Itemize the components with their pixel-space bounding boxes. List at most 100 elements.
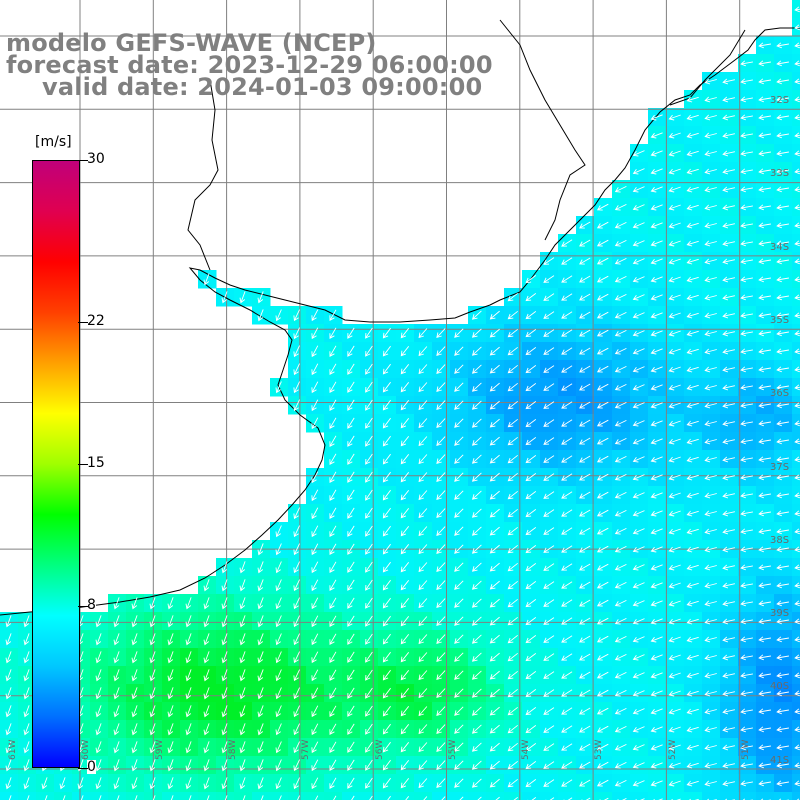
wind-arrow xyxy=(740,438,753,445)
wind-arrow xyxy=(740,114,753,121)
wind-arrow xyxy=(722,78,735,85)
wind-arrow xyxy=(436,544,446,555)
wind-arrow xyxy=(95,651,102,664)
wind-arrow xyxy=(635,798,645,800)
wind-arrow xyxy=(257,597,264,610)
wind-arrow xyxy=(185,597,192,610)
wind-arrow xyxy=(293,579,301,592)
wind-arrow xyxy=(668,744,681,751)
wind-arrow xyxy=(596,203,609,211)
wind-arrow xyxy=(239,687,246,700)
wind-speed-cell xyxy=(666,792,685,800)
wind-arrow xyxy=(794,546,800,553)
wind-arrow xyxy=(614,275,627,283)
wind-arrow xyxy=(596,383,609,391)
wind-arrow xyxy=(167,669,174,682)
wind-arrow xyxy=(116,795,120,800)
wind-arrow xyxy=(794,384,800,391)
wind-arrow xyxy=(95,615,102,628)
longitude-label: 59W xyxy=(154,739,165,760)
wind-arrow xyxy=(400,454,410,465)
wind-arrow xyxy=(632,384,645,391)
wind-arrow xyxy=(23,687,30,700)
wind-arrow xyxy=(525,365,537,374)
wind-arrow xyxy=(471,688,482,698)
wind-arrow xyxy=(614,329,627,337)
wind-arrow xyxy=(221,759,228,772)
wind-arrow xyxy=(740,708,753,715)
wind-arrow xyxy=(471,508,482,518)
wind-arrow xyxy=(257,543,264,556)
wind-arrow xyxy=(365,507,373,519)
wind-arrow xyxy=(525,401,537,410)
wind-arrow xyxy=(293,741,301,754)
wind-arrow xyxy=(668,492,681,499)
wind-speed-cell xyxy=(792,792,800,800)
wind-arrow xyxy=(293,561,301,574)
wind-arrow xyxy=(543,743,555,751)
wind-arrow xyxy=(436,472,446,483)
wind-arrow xyxy=(561,761,573,769)
wind-arrow xyxy=(5,687,12,700)
wind-speed-cell xyxy=(504,792,523,800)
wind-arrow xyxy=(293,309,301,322)
wind-arrow xyxy=(776,42,789,49)
wind-arrow xyxy=(293,507,301,520)
wind-arrow xyxy=(224,795,228,800)
wind-arrow xyxy=(418,364,428,375)
wind-arrow xyxy=(794,6,800,13)
wind-arrow xyxy=(704,222,717,229)
wind-arrow xyxy=(167,777,174,790)
wind-arrow xyxy=(776,780,789,787)
wind-arrow xyxy=(206,795,210,800)
wind-arrow xyxy=(507,508,518,518)
wind-arrow xyxy=(650,510,663,517)
wind-arrow xyxy=(329,453,337,465)
wind-arrow xyxy=(794,672,800,679)
wind-arrow xyxy=(632,582,645,589)
wind-arrow xyxy=(704,510,717,517)
wind-arrow xyxy=(686,582,699,589)
wind-arrow xyxy=(311,597,319,610)
wind-arrow xyxy=(776,114,789,121)
wind-arrow xyxy=(650,276,663,283)
wind-arrow xyxy=(668,420,681,427)
wind-arrow xyxy=(794,780,800,787)
wind-arrow xyxy=(776,510,789,517)
wind-arrow xyxy=(347,399,355,411)
wind-arrow xyxy=(382,525,391,537)
wind-arrow xyxy=(614,509,627,517)
wind-arrow xyxy=(614,761,627,769)
wind-arrow xyxy=(668,276,681,283)
latitude-label: 41S xyxy=(770,754,790,766)
wind-arrow xyxy=(596,689,609,697)
wind-arrow xyxy=(382,741,391,753)
wind-arrow xyxy=(365,615,373,627)
latitude-label: 33S xyxy=(770,168,790,180)
wind-arrow xyxy=(758,456,771,463)
wind-arrow xyxy=(293,687,301,700)
wind-arrow xyxy=(471,580,482,590)
wind-arrow xyxy=(794,78,800,85)
wind-arrow xyxy=(239,669,246,682)
wind-arrow xyxy=(650,726,663,733)
wind-arrow xyxy=(489,652,500,662)
wind-arrow xyxy=(686,132,699,139)
wind-speed-cell xyxy=(216,792,235,800)
wind-speed-cell xyxy=(180,792,199,800)
wind-arrow xyxy=(668,564,681,571)
wind-arrow xyxy=(596,581,609,589)
wind-arrow xyxy=(471,418,482,428)
wind-arrow xyxy=(722,312,735,319)
wind-arrow xyxy=(98,795,102,800)
wind-arrow xyxy=(400,346,410,357)
wind-arrow xyxy=(632,726,645,733)
wind-arrow xyxy=(26,795,30,800)
wind-arrow xyxy=(668,528,681,535)
wind-arrow xyxy=(365,471,373,483)
wind-arrow xyxy=(740,132,753,139)
wind-arrow xyxy=(507,562,518,572)
wind-arrow xyxy=(347,759,355,771)
longitude-label: 55W xyxy=(447,739,458,760)
wind-arrow xyxy=(794,96,800,103)
